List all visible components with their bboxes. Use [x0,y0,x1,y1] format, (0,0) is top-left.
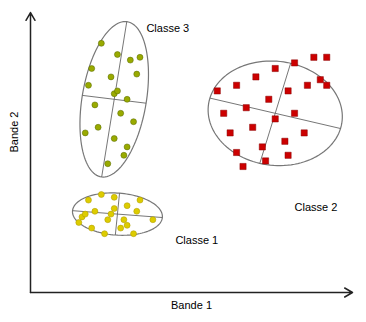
svg-text:Classe 3: Classe 3 [146,22,189,34]
svg-text:Bande 2: Bande 2 [8,112,20,153]
svg-text:Classe 1: Classe 1 [175,234,218,246]
svg-text:Bande 1: Bande 1 [171,299,212,311]
svg-text:Classe 2: Classe 2 [295,201,338,213]
